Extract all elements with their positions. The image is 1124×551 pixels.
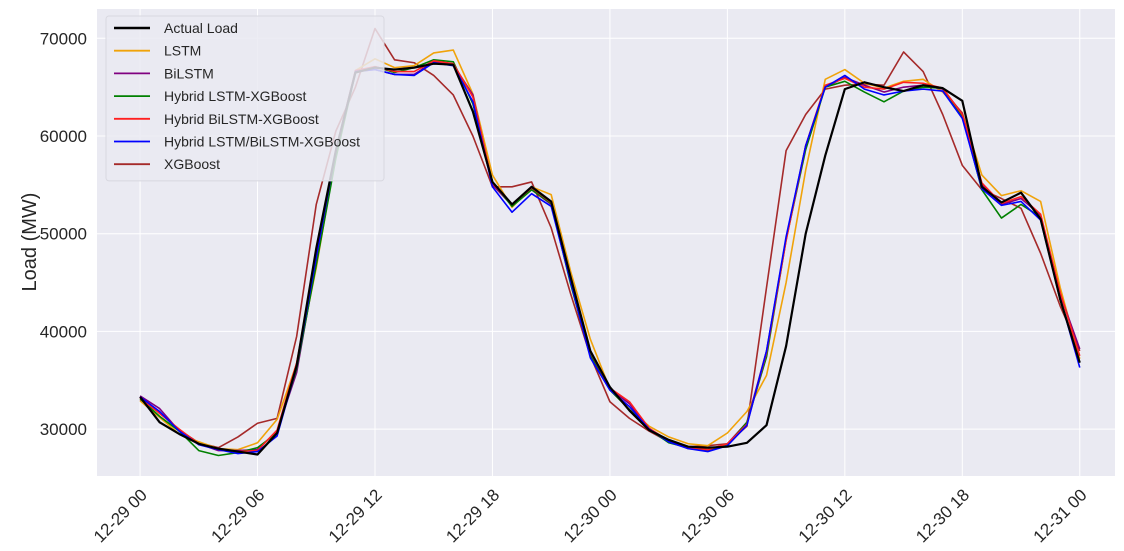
series-line-xgboost — [139, 27, 1081, 449]
y-tick-label: 70000 — [40, 29, 87, 48]
legend-entry: Actual Load — [164, 20, 238, 36]
x-tick-label: 12-30 00 — [560, 485, 621, 546]
legend-box — [105, 15, 385, 182]
x-tick-label: 12-30 12 — [795, 485, 856, 546]
x-tick-label: 12-30 18 — [912, 485, 973, 546]
y-tick-label: 40000 — [40, 322, 87, 341]
y-tick-label: 50000 — [40, 225, 87, 244]
legend-entry: XGBoost — [164, 156, 220, 172]
series-lines — [139, 27, 1081, 457]
legend-entry: Hybrid LSTM/BiLSTM-XGBoost — [164, 134, 360, 150]
legend-entry: Hybrid BiLSTM-XGBoost — [164, 111, 319, 127]
x-tick-label: 12-29 12 — [325, 485, 386, 546]
y-tick-label: 60000 — [40, 127, 87, 146]
x-tick-label: 12-29 06 — [207, 485, 268, 546]
legend-entry: LSTM — [164, 43, 201, 59]
x-tick-labels: 12-29 00 12-29 06 12-29 12 12-29 18 12-30 00… — [90, 485, 1091, 546]
series-line-actual-load — [139, 62, 1081, 456]
legend-entry: BiLSTM — [164, 65, 214, 81]
x-tick-label: 12-30 06 — [677, 485, 738, 546]
y-tick-labels: 30000 40000 50000 60000 70000 — [40, 29, 87, 439]
y-axis-label: Load (MW) — [19, 193, 41, 292]
y-tick-label: 30000 — [40, 420, 87, 439]
x-tick-label: 12-29 18 — [442, 485, 503, 546]
x-tick-label: 12-31 00 — [1030, 485, 1091, 546]
x-tick-label: 12-29 00 — [90, 485, 151, 546]
legend-entry: Hybrid LSTM-XGBoost — [164, 88, 306, 104]
legend: Actual Load LSTM BiLSTM Hybrid LSTM-XGBoost… — [105, 15, 385, 182]
